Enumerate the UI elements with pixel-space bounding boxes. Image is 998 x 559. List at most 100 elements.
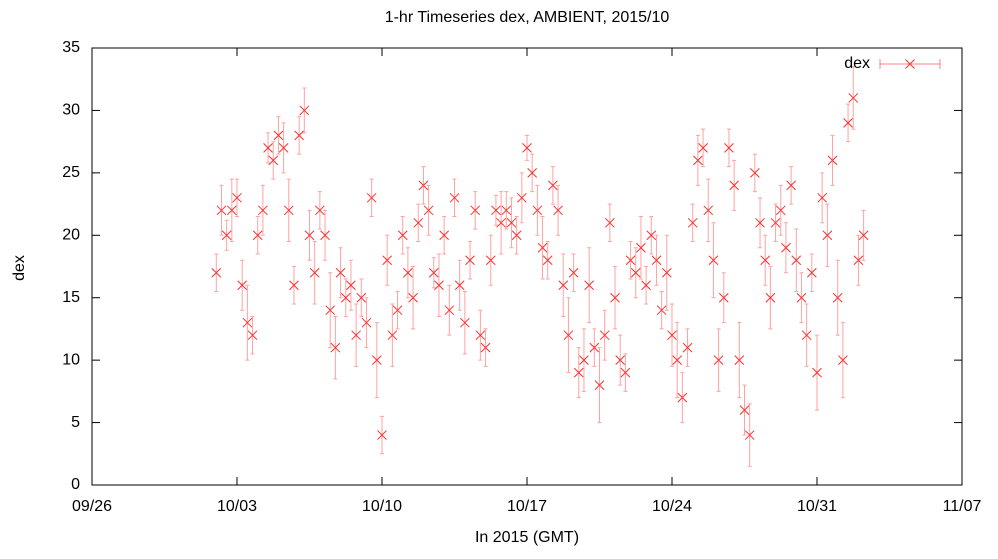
point [553,205,563,216]
point [413,217,424,228]
point [698,143,708,153]
point [760,255,771,266]
point [579,355,589,365]
point [247,330,258,341]
point [491,205,501,216]
point [397,230,408,241]
point [403,267,413,278]
point [858,230,869,241]
point [506,217,517,228]
point [558,280,569,291]
point [770,217,781,228]
point [801,330,812,341]
point [843,118,853,128]
point [496,217,506,228]
point [216,205,227,216]
point [708,255,719,266]
point [511,230,522,241]
y-tick-label: 35 [62,39,80,56]
point [387,330,398,341]
legend-label: dex [844,55,870,72]
point [237,280,248,291]
point [408,292,418,303]
point [822,230,833,241]
point [667,330,677,341]
point [781,242,791,253]
point [299,105,310,116]
point [791,255,802,266]
point [418,180,429,191]
point [278,143,289,153]
point [304,230,315,241]
point [605,217,615,228]
point [252,230,263,241]
point [827,155,838,166]
plot-frame [91,47,963,486]
point [232,192,242,203]
point [610,292,620,303]
y-tick-label: 10 [62,351,80,368]
point [755,217,765,228]
point [465,255,475,266]
x-tick-label: 11/07 [943,498,982,515]
point [589,342,600,353]
point [434,280,444,291]
point [423,205,434,216]
point [371,355,382,365]
x-tick-label: 10/31 [797,498,837,515]
point [501,205,512,216]
point [718,292,729,303]
point [651,255,662,266]
point [356,292,367,303]
y-tick-label: 15 [62,289,80,306]
point [439,230,449,241]
chart-title: 1-hr Timeseries dex, AMBIENT, 2015/10 [385,9,670,26]
point [460,317,470,328]
point [392,305,403,316]
point [382,255,393,266]
point [796,292,807,303]
point [703,205,714,216]
point [682,342,693,353]
point [542,255,553,266]
point [573,367,584,378]
point [475,330,486,341]
point [599,330,610,341]
point [672,355,683,365]
point [309,267,320,278]
point [615,355,626,365]
x-tick-label: 10/10 [362,498,402,515]
point [724,143,734,153]
legend-marker [905,59,915,69]
point [713,355,724,365]
point [775,205,786,216]
point [677,392,688,403]
x-tick-label: 10/03 [217,498,257,515]
point [838,355,848,365]
point [454,280,465,291]
point [765,292,776,303]
point [563,330,574,341]
y-axis-label: dex [11,255,28,281]
point [273,130,284,141]
point [832,292,843,303]
point [258,205,268,216]
point [594,380,605,390]
point [532,205,543,216]
point [693,155,703,166]
point [268,155,279,166]
point [848,93,859,103]
point [744,430,755,440]
point [656,305,667,316]
y-tick-label: 20 [62,227,80,244]
point [786,180,796,191]
point [330,342,341,353]
point [346,280,356,291]
point [361,317,372,328]
point [641,280,651,291]
point [584,280,594,291]
point [750,168,760,178]
point [620,367,631,378]
point [211,267,222,278]
point [548,180,558,191]
